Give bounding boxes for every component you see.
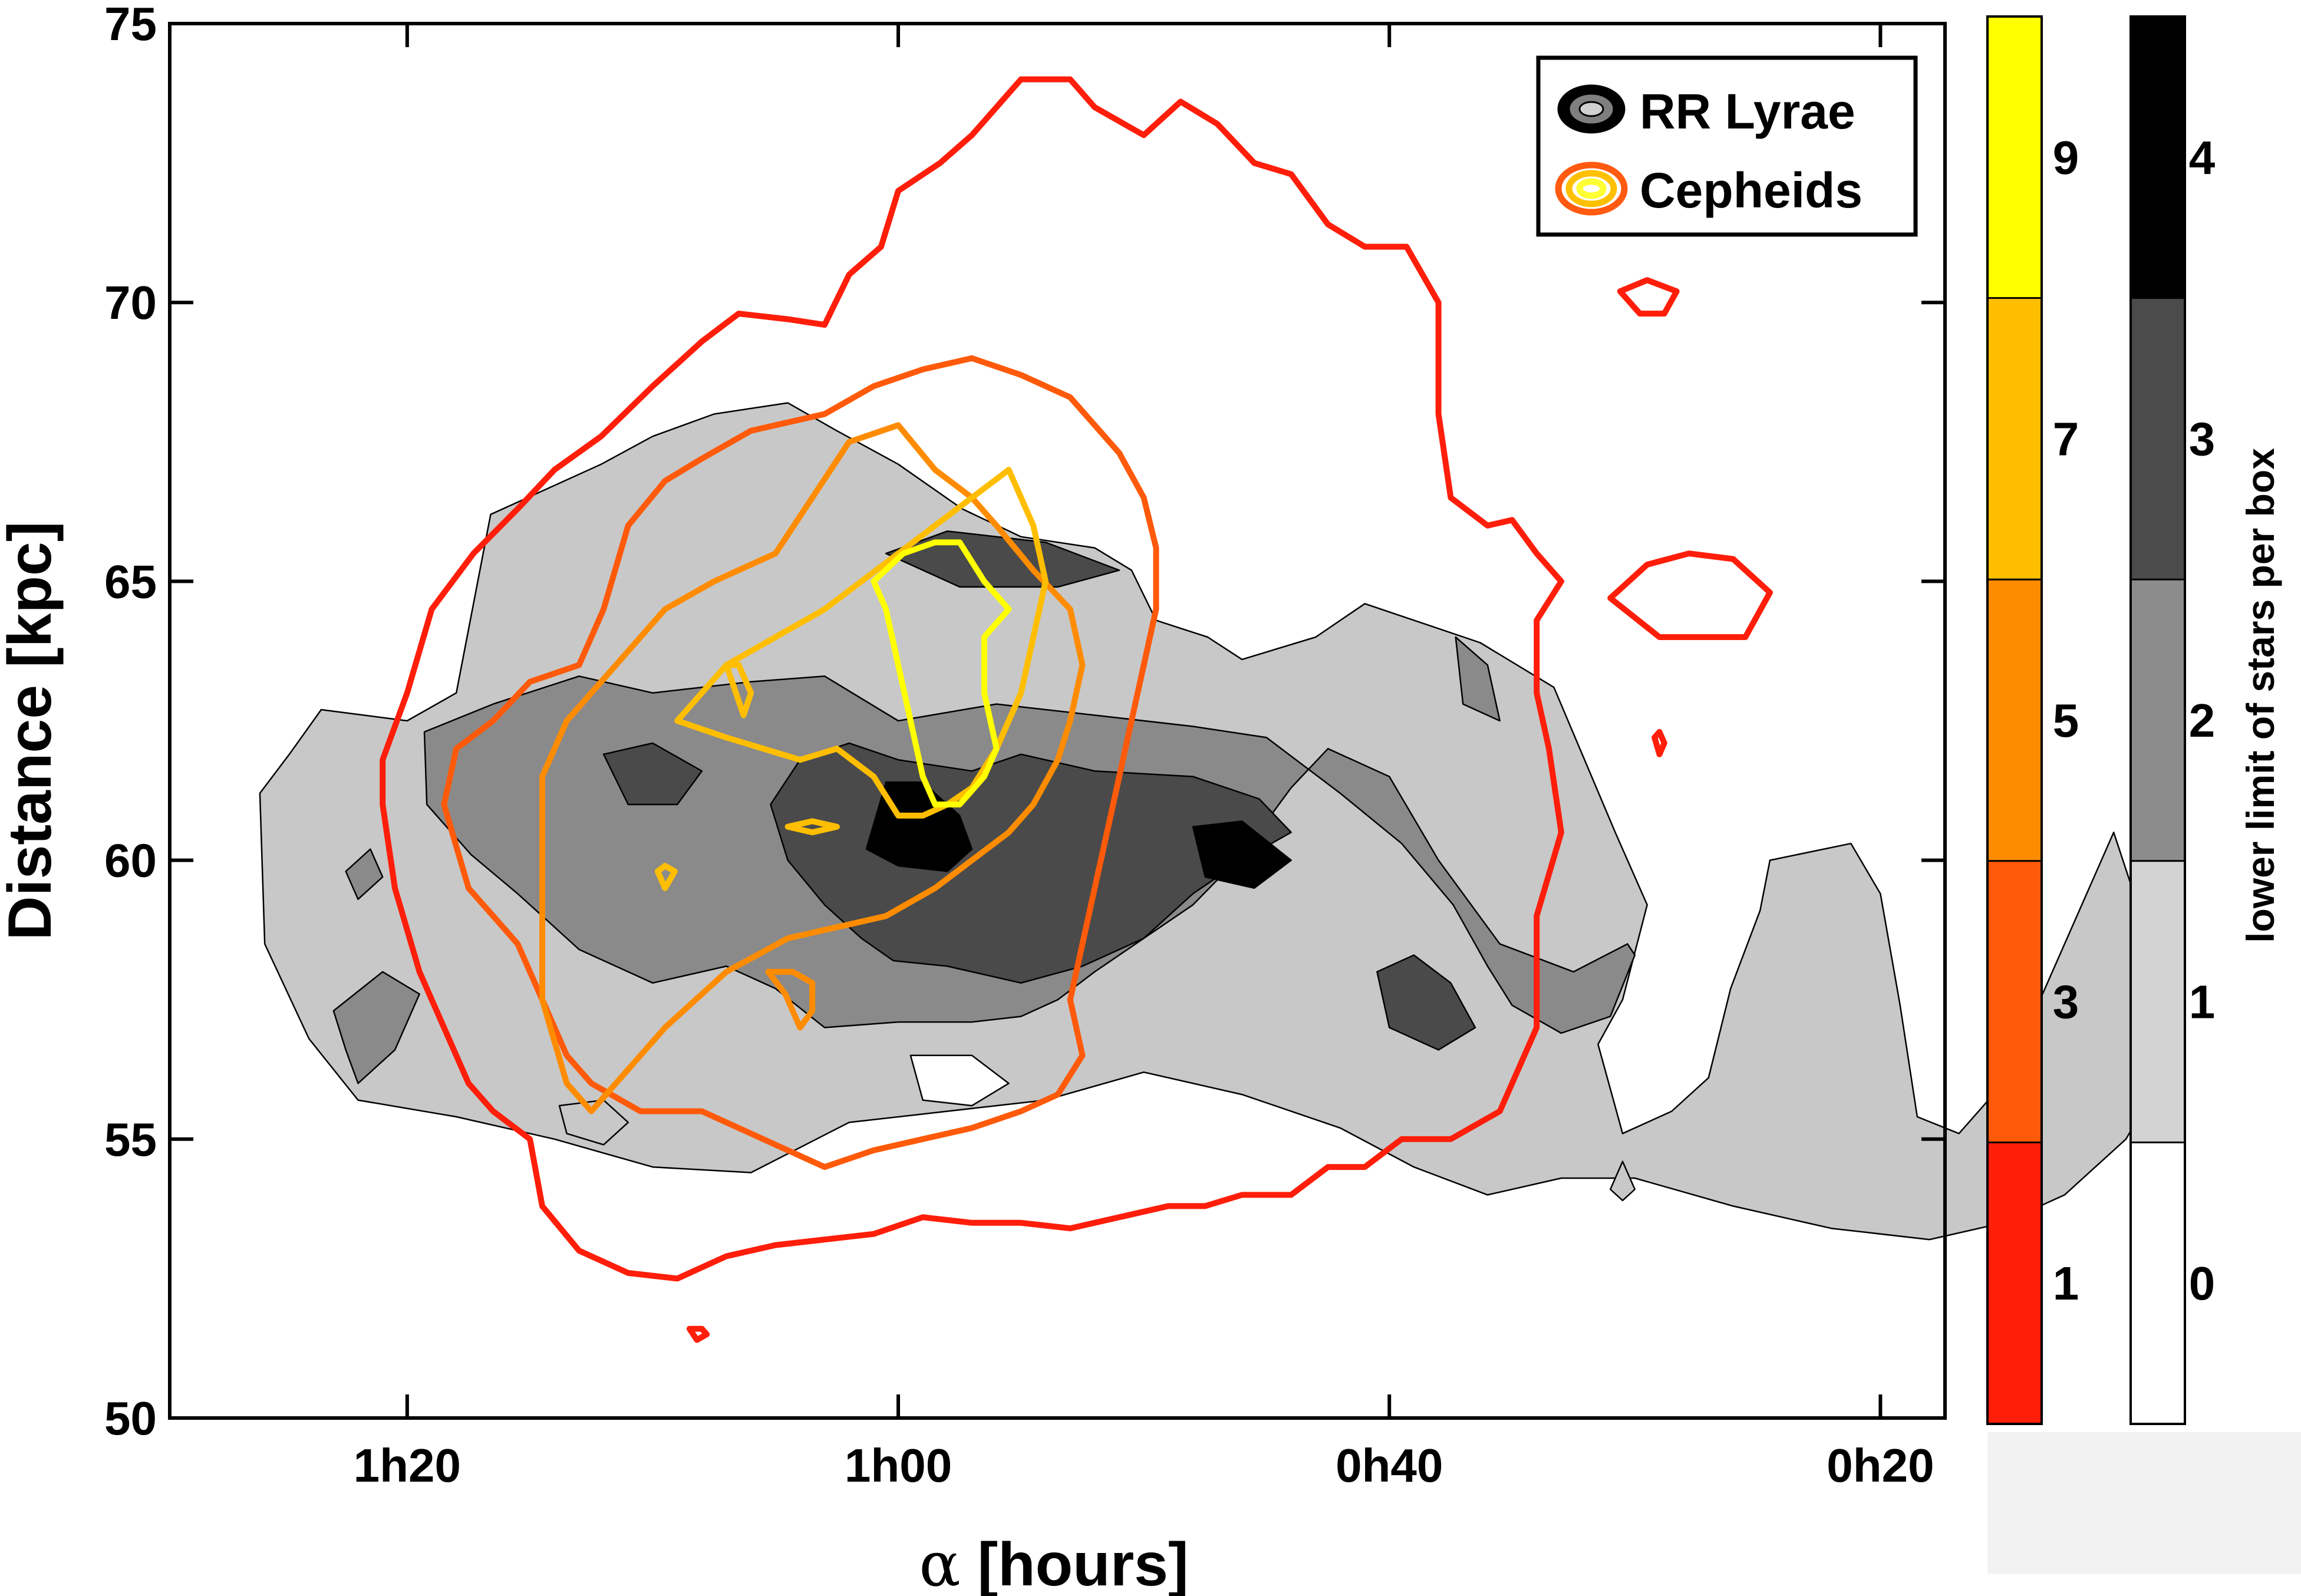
rrlyrae-colorbar-label: 2 xyxy=(2189,694,2216,747)
rrlyrae-colorbar: 0 1 2 3 4 lower limit of stars per box xyxy=(1987,15,2301,1574)
cepheid-contour-level-1-4 xyxy=(1651,728,1667,757)
cepheid-colorbar-label: 5 xyxy=(2053,694,2079,747)
rrlyrae-contour-level-1-12 xyxy=(1609,1160,1636,1202)
x-tick-label: 0h40 xyxy=(1336,1439,1443,1492)
cepheid-colorbar-segment-1 xyxy=(1987,860,2042,1143)
rrlyrae-contour-level-3-7 xyxy=(1376,954,1476,1051)
legend-cepheid-swatch-ring-0 xyxy=(1555,161,1628,216)
y-tick-label: 65 xyxy=(104,555,157,608)
legend-cepheid-swatch-ring-2 xyxy=(1576,178,1607,199)
cepheid-contour-level-5-7 xyxy=(765,968,816,1031)
axes: 1h20 1h00 0h40 0h20 50 55 60 65 70 75 xyxy=(104,0,1947,1492)
cepheid-contour-level-3-5 xyxy=(441,355,1159,1170)
cepheid-colorbar-segment-2 xyxy=(1987,579,2042,861)
cepheid-colorbar-segment-3 xyxy=(1987,298,2042,580)
cepheid-contour-level-5-6 xyxy=(539,422,1086,1114)
rrlyrae-contour-level-2-9 xyxy=(1455,636,1501,722)
y-tick-label: 50 xyxy=(104,1392,157,1445)
rrlyrae-colorbar-segment-2 xyxy=(2131,579,2185,861)
rrlyrae-colorbar-label: 3 xyxy=(2189,413,2216,465)
legend-label-rrlyrae: RR Lyrae xyxy=(1640,84,1855,139)
rrlyrae-contour-level-2-10 xyxy=(345,848,384,901)
cepheid-colorbar-frame xyxy=(1986,15,2043,1425)
x-axis-label: α [hours] xyxy=(919,1528,1188,1596)
cepheid-contour-level-7-8 xyxy=(674,467,1049,819)
cepheid-contour-level-9-11 xyxy=(871,539,1012,807)
rrlyrae-colorbar-label: 0 xyxy=(2189,1257,2216,1310)
rrlyrae-colorbar-frame xyxy=(2129,15,2186,1425)
rrlyrae-colorbar-segment-4 xyxy=(2131,17,2185,298)
cepheid-colorbar-label: 1 xyxy=(2053,1257,2079,1310)
legend-cepheid-swatch-ring-1 xyxy=(1565,170,1617,207)
legend: RR Lyrae Cepheids xyxy=(1536,55,1918,237)
rrlyrae-colorbar-label: 1 xyxy=(2189,976,2216,1028)
cepheid-contour-level-7-10 xyxy=(654,863,678,891)
cepheid-colorbar-segment-0 xyxy=(1987,1142,2042,1424)
y-tick-label: 55 xyxy=(104,1113,157,1166)
rrlyrae-contour-level-2-8 xyxy=(332,971,420,1084)
plot-area xyxy=(170,24,2176,1418)
cepheid-contour-level-9-12 xyxy=(784,818,840,836)
y-tick-label: 70 xyxy=(104,276,157,329)
rrlyrae-contour-level-1-11 xyxy=(558,1099,629,1146)
rrlyrae-contour-level-4-4 xyxy=(1192,820,1292,889)
cepheid-contour-level-1-0 xyxy=(380,76,1564,1282)
cepheid-colorbar-label: 9 xyxy=(2053,131,2079,184)
legend-rrlyrae-swatch-ring-2 xyxy=(1578,101,1604,117)
y-tick-label: 60 xyxy=(104,835,157,887)
colorbar-footer-panel xyxy=(1987,1432,2301,1574)
rrlyrae-colorbar-segment-1 xyxy=(2131,860,2185,1143)
cepheid-contour-level-1-2 xyxy=(1617,277,1680,317)
cepheid-colorbar-segment-4 xyxy=(1987,17,2042,298)
x-tick-label: 0h20 xyxy=(1827,1439,1934,1492)
x-tick-label: 1h00 xyxy=(845,1439,952,1492)
y-tick-label: 75 xyxy=(104,0,157,50)
rrlyrae-contour-level-0-13 xyxy=(909,1054,1010,1107)
plot-frame xyxy=(168,22,1947,1420)
y-axis-label: Distance [kpc] xyxy=(0,522,64,941)
cepheid-contour-level-7-9 xyxy=(723,662,754,718)
legend-label-cepheids: Cepheids xyxy=(1640,163,1862,218)
rrlyrae-colorbar-segment-0 xyxy=(2131,1142,2185,1424)
cepheid-colorbar-label: 7 xyxy=(2053,413,2079,465)
rrlyrae-colorbar-label: 4 xyxy=(2189,131,2216,184)
cepheid-contour-level-1-3 xyxy=(686,1325,710,1343)
cepheid-contour-level-1-1 xyxy=(1607,550,1773,640)
rrlyrae-colorbar-title: lower limit of stars per box xyxy=(2239,448,2282,943)
x-tick-label: 1h20 xyxy=(354,1439,461,1492)
cepheid-colorbar-label: 3 xyxy=(2053,976,2079,1028)
rrlyrae-contour-level-3-5 xyxy=(602,742,703,806)
cepheid-colorbar: 1 3 5 7 9 xyxy=(1986,15,2079,1425)
rrlyrae-colorbar-segment-3 xyxy=(2131,298,2185,580)
